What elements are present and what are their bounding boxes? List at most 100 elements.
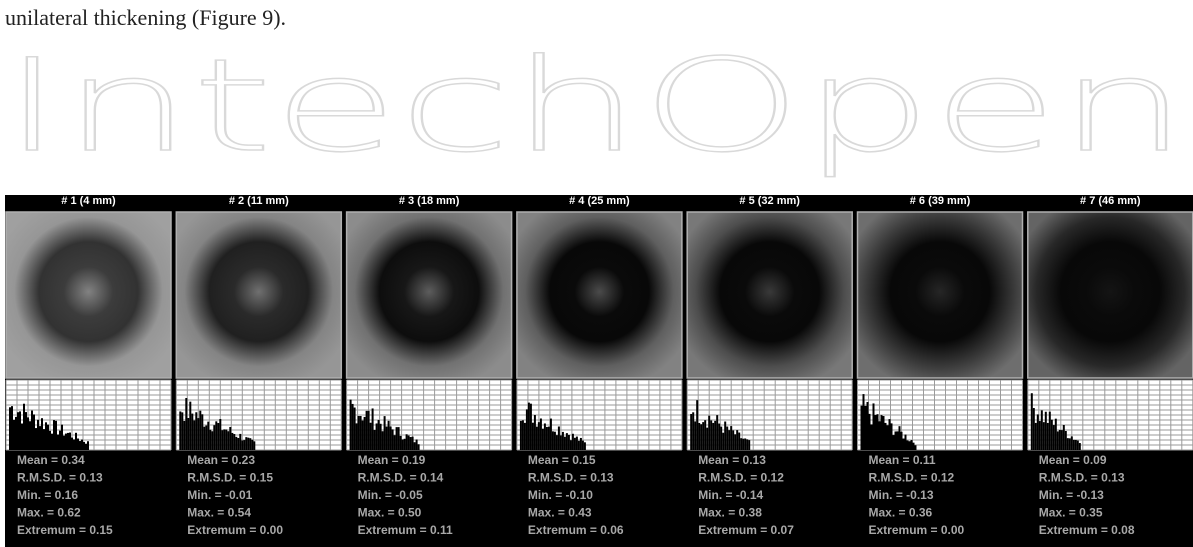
panel-title: # 3 (18 mm) (399, 195, 460, 207)
histogram-bar (534, 415, 536, 450)
histogram-bar (560, 435, 562, 450)
panel-stat: Min. = -0.14 (698, 488, 763, 502)
panel-image (517, 212, 682, 378)
panel-stat: Max. = 0.50 (358, 506, 422, 520)
panel-stat: R.M.S.D. = 0.12 (869, 471, 955, 485)
histogram-bar (873, 403, 875, 450)
histogram-bar (744, 438, 746, 450)
histogram-bar (400, 436, 402, 450)
histogram-bar (366, 411, 368, 450)
histogram-bar (364, 417, 366, 450)
histogram-bar (871, 424, 873, 450)
panel-stat: Max. = 0.36 (869, 506, 933, 520)
histogram-bar (861, 406, 863, 450)
panel-image (687, 212, 852, 378)
panel-stat: Extremum = 0.15 (17, 523, 113, 537)
histogram-bar (1037, 414, 1039, 450)
histogram-bar (899, 426, 901, 450)
histogram-bar (548, 427, 550, 450)
histogram-bar (414, 442, 416, 450)
panel-stat: Mean = 0.19 (358, 453, 426, 467)
panel-title: # 5 (32 mm) (739, 195, 800, 207)
histogram-bar (213, 425, 215, 450)
panel-stat: Mean = 0.13 (698, 453, 766, 467)
histogram-bar (239, 434, 241, 450)
histogram-bar (209, 430, 211, 450)
histogram-bar (708, 416, 710, 450)
histogram-bar (550, 419, 552, 450)
histogram-bar (227, 431, 229, 450)
histogram-bar (532, 423, 534, 450)
histogram-bar (249, 438, 251, 450)
histogram-bar (694, 421, 696, 450)
histogram-bar (883, 416, 885, 450)
histogram-bar (69, 433, 71, 450)
panel-stat: Min. = -0.13 (869, 488, 934, 502)
histogram-bar (191, 414, 193, 450)
histogram-bar (584, 442, 586, 450)
histogram-bar (1057, 431, 1059, 450)
histogram-bar (698, 423, 700, 450)
histogram-bar (895, 431, 897, 450)
histogram-bar (396, 427, 398, 450)
histogram-bar (1031, 393, 1033, 450)
histogram-bar (245, 437, 247, 450)
histogram-bar (901, 432, 903, 450)
histogram-bar (1049, 412, 1051, 450)
histogram-bar (716, 415, 718, 450)
histogram-bar (189, 402, 191, 450)
histogram-bar (696, 400, 698, 450)
histogram-bar (1053, 425, 1055, 450)
histogram-bar (17, 412, 19, 450)
page: {"text": "unilateral thickening (Figure … (0, 0, 1193, 547)
histogram-bar (83, 442, 85, 450)
histogram-bar (380, 424, 382, 450)
histogram-bar (57, 435, 59, 450)
histogram-bar (394, 435, 396, 450)
histogram-bar (77, 439, 79, 450)
histogram-bar (568, 435, 570, 450)
histogram-bar (572, 434, 574, 450)
histogram-bar (25, 412, 27, 450)
histogram-bar (75, 433, 77, 450)
histogram-bar (879, 421, 881, 450)
histogram-bar (21, 424, 23, 450)
panel-stat: Extremum = 0.08 (1039, 523, 1135, 537)
histogram-bar (556, 435, 558, 450)
histogram-bar (41, 418, 43, 450)
histogram-bar (1063, 425, 1065, 450)
histogram-bar (1039, 421, 1041, 450)
histogram-bar (728, 430, 730, 450)
histogram-bar (43, 429, 45, 450)
histogram-bar (229, 427, 231, 450)
histogram-bar (243, 440, 245, 450)
histogram-bar (706, 428, 708, 450)
histogram-bar (398, 427, 400, 450)
histogram-bar (412, 437, 414, 450)
histogram-bar (368, 411, 370, 450)
histogram-bar (418, 444, 420, 450)
histogram-bar (704, 420, 706, 450)
histogram-bar (356, 423, 358, 450)
histogram-bar (35, 428, 37, 450)
histogram-bar (53, 420, 55, 450)
panel-stat: Extremum = 0.00 (869, 523, 965, 537)
histogram-bar (524, 423, 526, 450)
panel-stat: Min. = 0.16 (17, 488, 78, 502)
panel-stat: Max. = 0.62 (17, 506, 81, 520)
histogram-bar (350, 400, 352, 450)
histogram-bar (402, 439, 404, 450)
histogram-bar (740, 438, 742, 450)
histogram-bar (386, 427, 388, 450)
panel-stat: Mean = 0.23 (187, 453, 255, 467)
histogram-bar (1043, 422, 1045, 450)
histogram-bar (1067, 438, 1069, 450)
histogram-bar (738, 433, 740, 450)
histogram-bar (33, 414, 35, 450)
histogram-bar (251, 440, 253, 450)
histogram-bar (382, 431, 384, 450)
histogram-bar (181, 412, 183, 450)
histogram-bar (61, 425, 63, 450)
histogram-bar (31, 411, 33, 450)
histogram-bar (893, 435, 895, 450)
